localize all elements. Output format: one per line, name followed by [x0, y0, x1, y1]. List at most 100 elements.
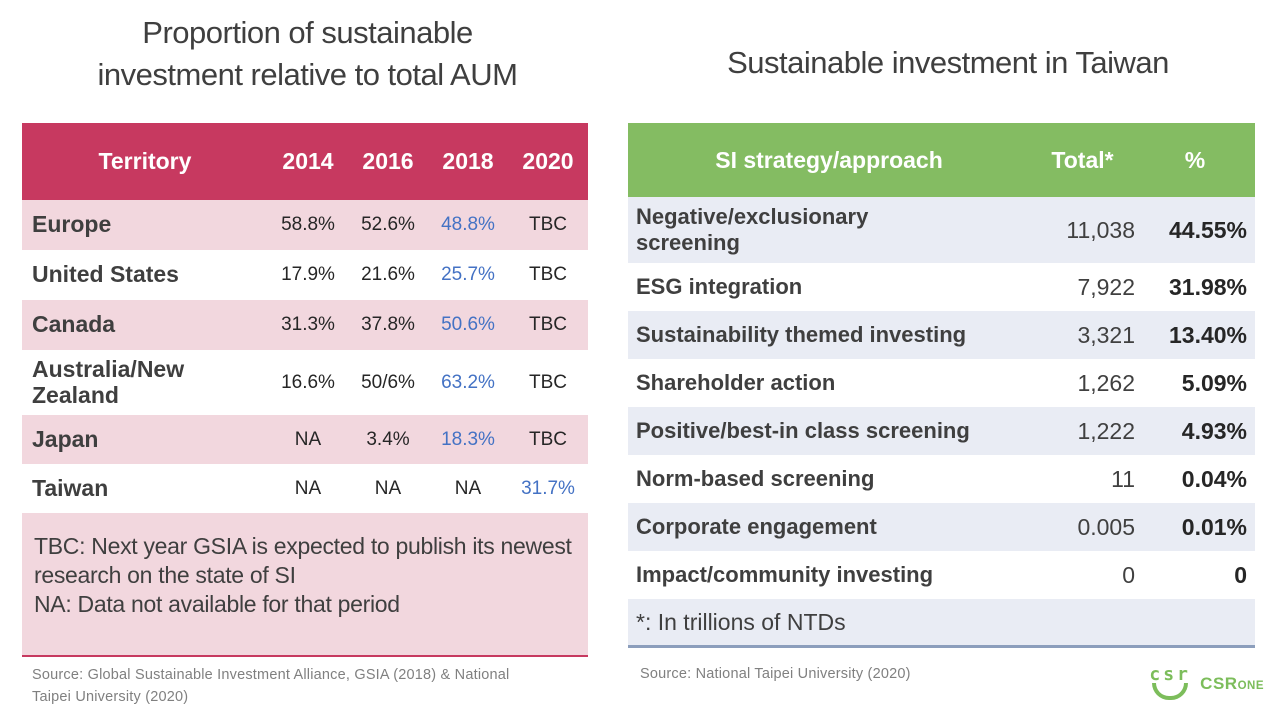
- note-tbc: TBC: Next year GSIA is expected to publi…: [34, 533, 572, 589]
- table-row-japan: Japan NA 3.4% 18.3% TBC: [22, 415, 588, 464]
- strategy-cell: Impact/community investing: [636, 562, 934, 588]
- table-row-europe: Europe 58.8% 52.6% 48.8% TBC: [22, 200, 588, 250]
- strategy-cell: ESG integration: [636, 274, 803, 300]
- strategy-cell: Shareholder action: [636, 370, 836, 396]
- total-cell: 7,922: [1077, 273, 1135, 300]
- strategy-label: Negative/exclusionary screening: [636, 204, 869, 255]
- value-cell: 21.6%: [361, 264, 415, 285]
- percent-cell: 0: [1234, 561, 1247, 588]
- table-row-esg-integration: ESG integration 7,922 31.98%: [628, 263, 1255, 311]
- note-na: NA: Data not available for that period: [34, 591, 400, 618]
- value-cell: 17.9%: [281, 264, 335, 285]
- territory-cell: Canada: [32, 311, 116, 338]
- percent-cell: 0.04%: [1181, 465, 1247, 492]
- footnote-row: *: In trillions of NTDs: [628, 599, 1255, 648]
- csrone-logo-mark-icon: csr: [1148, 664, 1192, 701]
- left-title: Proportion of sustainable investment rel…: [35, 12, 580, 96]
- value-cell: 58.8%: [281, 214, 335, 235]
- value-cell: 52.6%: [361, 214, 415, 235]
- value-cell: 25.7%: [441, 264, 495, 285]
- value-cell: NA: [454, 477, 482, 499]
- table-row-united-states: United States 17.9% 21.6% 25.7% TBC: [22, 250, 588, 300]
- value-cell: NA: [374, 477, 402, 499]
- strategy-cell: Positive/best-in class screening: [636, 418, 970, 444]
- total-cell: 0.005: [1077, 513, 1135, 540]
- csr-letters: csr: [1149, 664, 1191, 685]
- column-header-2016: 2016: [362, 148, 414, 174]
- table-row-negative-screening: Negative/exclusionary screening 11,038 4…: [628, 197, 1255, 263]
- table-row-impact-investing: Impact/community investing 0 0: [628, 551, 1255, 599]
- csrone-logo: csr CSRONE: [1148, 664, 1264, 701]
- value-cell: NA: [294, 477, 322, 499]
- total-cell: 11: [1111, 465, 1135, 492]
- value-cell: 31.7%: [521, 477, 575, 499]
- value-cell: NA: [294, 428, 322, 450]
- strategy-cell: Corporate engagement: [636, 514, 877, 540]
- table-row-shareholder-action: Shareholder action 1,262 5.09%: [628, 359, 1255, 407]
- territory-cell: Taiwan: [32, 474, 109, 501]
- strategy-cell: Negative/exclusionary screening: [628, 204, 1030, 256]
- value-cell: 16.6%: [281, 371, 335, 393]
- left-divider-line: [22, 655, 588, 657]
- value-cell: 31.3%: [281, 314, 335, 335]
- percent-cell: 0.01%: [1181, 513, 1247, 540]
- column-header-total: Total*: [1051, 146, 1114, 173]
- value-cell: TBC: [529, 314, 567, 335]
- territory-cell: Australia/New Zealand: [22, 355, 268, 409]
- table-row-taiwan: Taiwan NA NA NA 31.7%: [22, 464, 588, 513]
- value-cell: TBC: [529, 428, 567, 450]
- territory-cell: United States: [32, 261, 179, 288]
- value-cell: TBC: [529, 264, 567, 285]
- column-header-percent: %: [1184, 146, 1206, 173]
- left-title-line2: investment relative to total AUM: [97, 56, 518, 92]
- aum-table-header-row: Territory 2014 2016 2018 2020: [22, 123, 588, 200]
- value-cell: 18.3%: [441, 428, 495, 450]
- territory-label: Australia/New Zealand: [32, 355, 185, 408]
- value-cell: TBC: [529, 214, 567, 235]
- table-row-corporate-engagement: Corporate engagement 0.005 0.01%: [628, 503, 1255, 551]
- left-title-line1: Proportion of sustainable: [142, 15, 473, 50]
- csrone-wordmark: CSRONE: [1200, 674, 1264, 694]
- percent-cell: 5.09%: [1181, 369, 1247, 396]
- total-cell: 1,262: [1077, 369, 1135, 396]
- value-cell: 3.4%: [366, 428, 410, 450]
- total-cell: 3,321: [1077, 321, 1135, 348]
- strategy-cell: Sustainability themed investing: [636, 322, 967, 348]
- value-cell: 48.8%: [441, 214, 495, 235]
- total-cell: 11,038: [1066, 216, 1135, 243]
- percent-cell: 4.93%: [1181, 417, 1247, 444]
- column-header-strategy: SI strategy/approach: [715, 146, 943, 173]
- table-row-positive-screening: Positive/best-in class screening 1,222 4…: [628, 407, 1255, 455]
- abbreviation-note-box: TBC: Next year GSIA is expected to publi…: [22, 513, 588, 655]
- aum-table: Territory 2014 2016 2018 2020 Europe 58.…: [22, 123, 588, 709]
- column-header-territory: Territory: [98, 148, 192, 174]
- table-row-sustainability-themed: Sustainability themed investing 3,321 13…: [628, 311, 1255, 359]
- territory-cell: Japan: [32, 425, 99, 452]
- total-cell: 0: [1122, 561, 1135, 588]
- percent-cell: 31.98%: [1168, 273, 1247, 300]
- value-cell: 37.8%: [361, 314, 415, 335]
- taiwan-si-table: SI strategy/approach Total* % Negative/e…: [628, 123, 1255, 648]
- column-header-2014: 2014: [282, 148, 334, 174]
- right-source-text: Source: National Taipei University (2020…: [640, 666, 911, 682]
- smile-arc-icon: [1152, 683, 1189, 701]
- value-cell: 63.2%: [441, 371, 495, 393]
- percent-cell: 13.40%: [1168, 321, 1247, 348]
- value-cell: 50.6%: [441, 314, 495, 335]
- column-header-2018: 2018: [442, 148, 494, 174]
- table-row-canada: Canada 31.3% 37.8% 50.6% TBC: [22, 300, 588, 350]
- strategy-cell: Norm-based screening: [636, 466, 875, 492]
- percent-cell: 44.55%: [1168, 216, 1247, 243]
- value-cell: TBC: [529, 371, 567, 393]
- left-source-text: Source: Global Sustainable Investment Al…: [32, 667, 510, 705]
- total-cell: 1,222: [1077, 417, 1135, 444]
- csrone-wordmark-one: ONE: [1237, 679, 1264, 692]
- column-header-2020: 2020: [522, 148, 574, 174]
- table-row-australia-new-zealand: Australia/New Zealand 16.6% 50/6% 63.2% …: [22, 350, 588, 415]
- value-cell: 50/6%: [361, 371, 415, 393]
- si-table-header-row: SI strategy/approach Total* %: [628, 123, 1255, 197]
- territory-cell: Europe: [32, 211, 112, 238]
- right-title: Sustainable investment in Taiwan: [727, 45, 1169, 80]
- table-row-norm-based-screening: Norm-based screening 11 0.04%: [628, 455, 1255, 503]
